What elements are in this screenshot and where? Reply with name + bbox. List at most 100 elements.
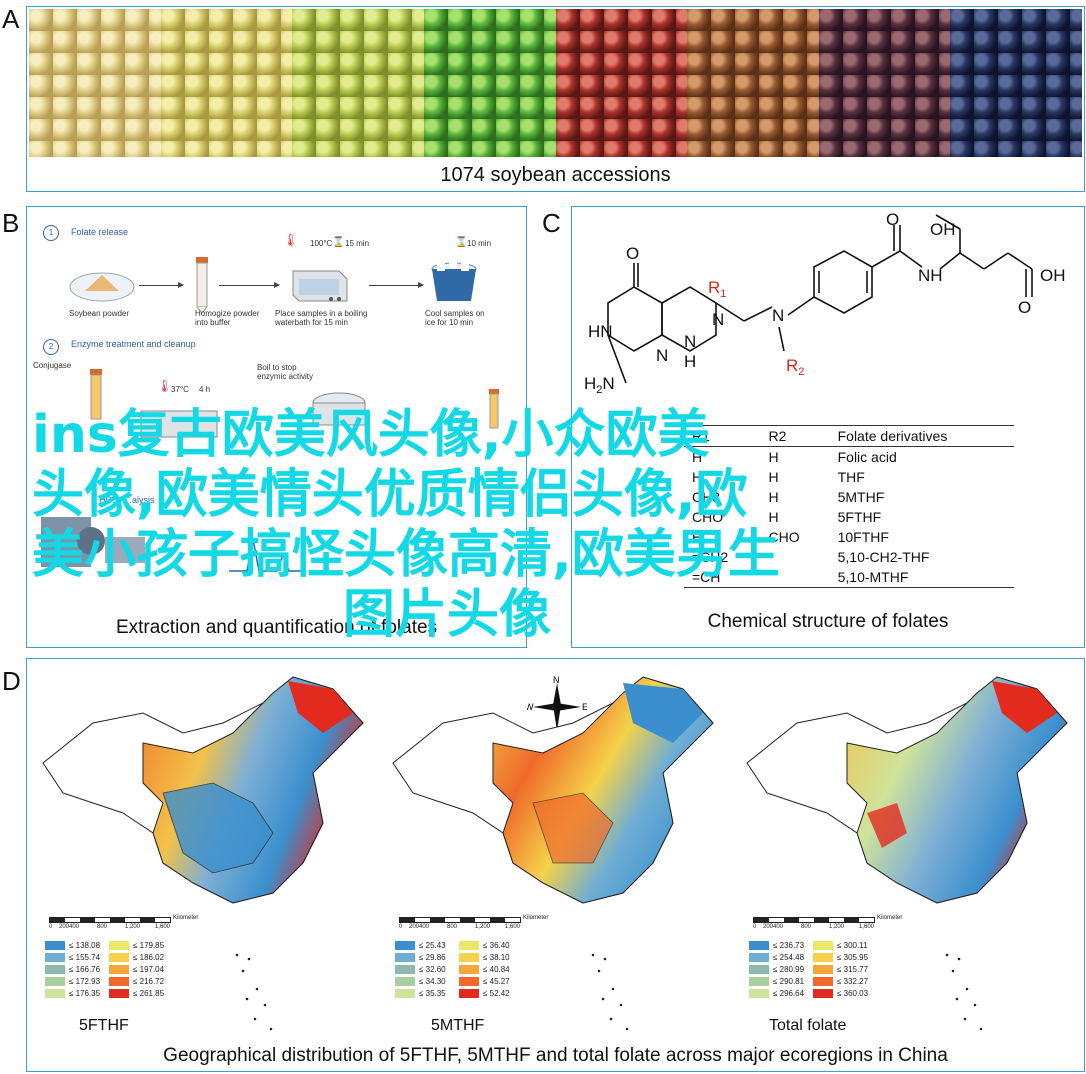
- scale-label-1: 0: [399, 924, 403, 930]
- legend-label: ≤ 32.60: [419, 965, 446, 974]
- legend-item: ≤ 32.60: [395, 965, 459, 974]
- legend-item: ≤ 305.95: [813, 953, 877, 962]
- china-map-5mthf: [392, 676, 714, 904]
- legend-swatch: [459, 977, 479, 986]
- step1-arrow-2: [219, 282, 280, 288]
- table-cell: H: [692, 469, 703, 485]
- south-china-sea-inset-3: [945, 953, 983, 1031]
- scale-label-1: 0: [753, 924, 757, 930]
- chem-o-1: O: [626, 244, 639, 263]
- legend-swatch: [749, 941, 769, 950]
- legend-swatch: [45, 953, 65, 962]
- legend-item: ≤ 52.42: [459, 989, 523, 998]
- legend-item: ≤ 35.35: [395, 989, 459, 998]
- table-cell: CHO: [768, 529, 800, 545]
- scale-label-3: 800: [447, 924, 458, 930]
- scale-label-2: 200400: [59, 924, 80, 930]
- legend-label: ≤ 35.35: [419, 989, 446, 998]
- legend-label: ≤ 332.27: [837, 977, 869, 986]
- legend-item: ≤ 155.74: [45, 953, 109, 962]
- scale-label-2: 200400: [409, 924, 430, 930]
- china-map-total-folate: [746, 676, 1068, 904]
- legend-item: ≤ 315.77: [813, 965, 877, 974]
- map-title-5fthf: 5FTHF: [79, 1017, 129, 1034]
- legend-item: ≤ 29.86: [395, 953, 459, 962]
- legend-swatch: [813, 977, 833, 986]
- step1-label-2: Homogize powder into buffer: [195, 309, 260, 327]
- conjugase-tube: [90, 369, 102, 420]
- legend-item: ≤ 290.81: [749, 977, 813, 986]
- step1-arrow-1: [139, 282, 184, 288]
- centrifuge: [312, 392, 366, 426]
- table-header-r2: R2: [768, 428, 787, 444]
- legend-label: ≤ 296.64: [773, 989, 805, 998]
- legend-swatch: [395, 965, 415, 974]
- legend-item: ≤ 296.64: [749, 989, 813, 998]
- legend-swatch: [749, 965, 769, 974]
- legend-label: ≤ 186.02: [133, 953, 165, 962]
- legend-swatch: [813, 965, 833, 974]
- legend-label: ≤ 138.08: [69, 941, 101, 950]
- chem-h2n: H2N: [584, 374, 615, 396]
- table-row: H H THF: [684, 467, 1014, 487]
- step3-title: HP… …alysis: [99, 495, 155, 505]
- legend-swatch: [109, 941, 129, 950]
- legend-swatch: [749, 953, 769, 962]
- legend-swatch: [395, 977, 415, 986]
- table-cell: 5,10-CH2-THF: [837, 549, 930, 565]
- hplc-instrument: [41, 517, 145, 567]
- legend-label: ≤ 25.43: [419, 941, 446, 950]
- scale-label-4: 1,200: [125, 924, 141, 930]
- compass-n: N: [553, 675, 560, 685]
- table-cell: THF: [837, 469, 865, 485]
- waterbath: [292, 270, 348, 302]
- table-cell: CHO: [692, 509, 724, 525]
- compass-e: E: [582, 702, 587, 712]
- legend-label: ≤ 36.40: [483, 941, 510, 950]
- table-cell: Folic acid: [837, 449, 897, 465]
- legend-swatch: [45, 989, 65, 998]
- overlay-line-1: ins复古欧美风头像,小众欧美: [32, 405, 710, 465]
- scale-label-3: 800: [97, 924, 108, 930]
- legend-swatch: [45, 941, 65, 950]
- table-cell: H: [768, 509, 779, 525]
- legend-label: ≤ 45.27: [483, 977, 510, 986]
- legend-label: ≤ 197.04: [133, 965, 165, 974]
- legend-label: ≤ 290.81: [773, 977, 805, 986]
- scale-label-4: 1,200: [829, 924, 845, 930]
- chem-n-1: N: [656, 346, 668, 365]
- chem-o-3: O: [1018, 298, 1031, 317]
- panel-c-letter: C: [542, 208, 561, 238]
- table-row: =CH 5,10-MTHF: [684, 567, 1014, 588]
- step1-mark-time: 15 min: [345, 239, 370, 248]
- step2-label-conjugase: Conjugase: [33, 361, 72, 370]
- table-cell: =CH2: [692, 549, 729, 565]
- panel-a-caption: 1074 soybean accessions: [440, 164, 671, 186]
- legend-label: ≤ 280.99: [773, 965, 805, 974]
- table-cell: 5,10-MTHF: [837, 569, 909, 585]
- legend-swatch: [109, 953, 129, 962]
- chem-hn: HN: [588, 322, 613, 341]
- table-row: CH3 H 5MTHF: [684, 487, 1014, 507]
- scale-label-5: 1,600: [505, 924, 521, 930]
- map-title-total-folate: Total folate: [769, 1017, 847, 1034]
- legend-label: ≤ 315.77: [837, 965, 869, 974]
- legend-label: ≤ 38.10: [483, 953, 510, 962]
- legend-swatch: [109, 977, 129, 986]
- legend-item: ≤ 38.10: [459, 953, 523, 962]
- panel-c-frame: O HN N N H N N O NH OH O OH R1 R2 H2N R1…: [571, 206, 1085, 648]
- legend-swatch: [459, 965, 479, 974]
- chem-n-3: N: [684, 332, 696, 351]
- hourglass-icon-2: ⌛: [455, 237, 468, 248]
- legend-5fthf: ≤ 138.08 ≤ 179.85 ≤ 155.74 ≤ 186.02 ≤ 16…: [45, 941, 173, 998]
- scale-unit-3: Kilometer: [877, 915, 903, 921]
- legend-total-folate: ≤ 236.73 ≤ 300.11 ≤ 254.48 ≤ 305.95 ≤ 28…: [749, 941, 877, 998]
- legend-swatch: [749, 989, 769, 998]
- legend-item: ≤ 138.08: [45, 941, 109, 950]
- legend-item: ≤ 261.85: [109, 989, 173, 998]
- legend-label: ≤ 172.93: [69, 977, 101, 986]
- overlay-text: ins复古欧美风头像,小众欧美 头像,欧美情头优质情侣头像,欧 美小孩子搞怪头像…: [32, 405, 1032, 645]
- legend-swatch: [109, 965, 129, 974]
- incubator-shaker: [140, 410, 218, 438]
- legend-swatch: [459, 953, 479, 962]
